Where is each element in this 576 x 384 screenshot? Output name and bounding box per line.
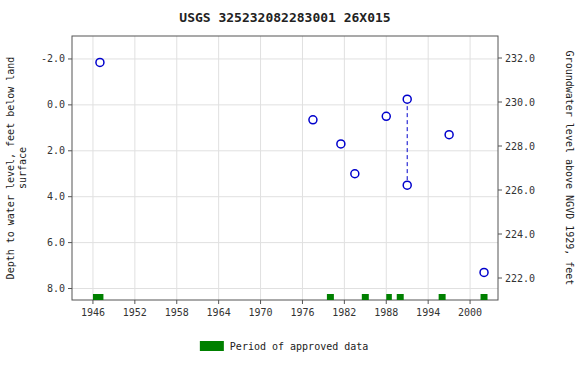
approved-period xyxy=(439,294,446,300)
grid-line xyxy=(176,36,177,300)
grid-line xyxy=(302,36,303,300)
legend: Period of approved data xyxy=(200,341,368,352)
approved-period xyxy=(481,294,488,300)
x-tick-label: 1952 xyxy=(123,307,147,318)
grid-line xyxy=(134,36,135,300)
y-axis: -2.0 0.0 2.0 4.0 6.0 8.0 xyxy=(41,53,72,294)
y-tick-label: 8.0 xyxy=(47,283,65,294)
y-tick xyxy=(68,58,72,59)
x-tick-label: 1958 xyxy=(165,307,189,318)
y2-axis: 222.0 224.0 226.0 228.0 230.0 232.0 xyxy=(498,53,535,284)
data-point xyxy=(445,131,453,139)
approved-period xyxy=(362,294,369,300)
approved-period xyxy=(386,294,392,300)
y2-tick xyxy=(498,278,502,279)
y-tick-label: 4.0 xyxy=(47,191,65,202)
grid-line xyxy=(344,36,345,300)
x-tick-label: 1994 xyxy=(416,307,440,318)
data-point xyxy=(403,95,411,103)
plot-area xyxy=(93,58,488,300)
y2-tick-label: 226.0 xyxy=(505,185,535,196)
y2-tick xyxy=(498,234,502,235)
y-tick xyxy=(68,242,72,243)
grid-line xyxy=(72,104,498,105)
plot-frame xyxy=(72,36,498,300)
y2-tick-label: 230.0 xyxy=(505,97,535,108)
data-point xyxy=(403,181,411,189)
y2-tick xyxy=(498,146,502,147)
y2-tick-label: 228.0 xyxy=(505,141,535,152)
y-tick xyxy=(68,288,72,289)
x-axis: 1946 1952 1958 1964 1970 1976 1982 1988 1994 2000 xyxy=(81,300,482,318)
grid-line xyxy=(72,242,498,243)
x-tick xyxy=(218,300,219,304)
y-axis-label: Depth to water level, feet below landsur… xyxy=(5,57,28,280)
data-point xyxy=(309,116,317,124)
y2-tick-label: 232.0 xyxy=(505,53,535,64)
grid-line xyxy=(92,36,93,300)
data-point xyxy=(96,58,104,66)
approved-period xyxy=(397,294,404,300)
x-tick-label: 2000 xyxy=(458,307,482,318)
x-tick xyxy=(428,300,429,304)
grid-line xyxy=(260,36,261,300)
y-tick xyxy=(68,150,72,151)
grid-line xyxy=(470,36,471,300)
vertical-line xyxy=(407,99,408,185)
x-tick xyxy=(176,300,177,304)
x-tick-label: 1946 xyxy=(81,307,105,318)
approved-period xyxy=(93,294,103,300)
x-tick xyxy=(470,300,471,304)
legend-label: Period of approved data xyxy=(230,341,368,352)
y2-tick-label: 224.0 xyxy=(505,229,535,240)
x-tick xyxy=(260,300,261,304)
legend-swatch xyxy=(200,341,224,351)
grid-line xyxy=(386,36,387,300)
x-tick xyxy=(386,300,387,304)
x-tick-label: 1970 xyxy=(249,307,273,318)
x-tick-label: 1976 xyxy=(290,307,314,318)
x-tick xyxy=(134,300,135,304)
chart: 1946 1952 1958 1964 1970 1976 1982 1988 1994 2000… xyxy=(0,0,576,384)
y2-axis-label: Groundwater level above NGVD 1929, feet xyxy=(564,51,575,286)
y2-tick xyxy=(498,190,502,191)
grid-line xyxy=(72,288,498,289)
grid-line xyxy=(72,150,498,151)
y2-tick-label: 222.0 xyxy=(505,273,535,284)
data-point xyxy=(382,112,390,120)
data-point xyxy=(480,268,488,276)
y-tick-label: 0.0 xyxy=(47,99,65,110)
grid-line xyxy=(218,36,219,300)
y2-tick xyxy=(498,102,502,103)
grid-line xyxy=(72,196,498,197)
approved-period xyxy=(327,294,334,300)
x-tick-label: 1982 xyxy=(332,307,356,318)
y-tick xyxy=(68,104,72,105)
y-tick-label: -2.0 xyxy=(41,53,65,64)
title: USGS 325232082283001 26X015 xyxy=(179,10,390,25)
x-tick xyxy=(302,300,303,304)
grid xyxy=(72,36,498,300)
x-tick xyxy=(92,300,93,304)
y-tick-label: 6.0 xyxy=(47,237,65,248)
grid-line xyxy=(72,58,498,59)
data-point xyxy=(337,140,345,148)
x-tick-label: 1964 xyxy=(207,307,231,318)
data-point xyxy=(351,170,359,178)
x-tick-label: 1988 xyxy=(374,307,398,318)
y-tick-label: 2.0 xyxy=(47,145,65,156)
grid-line xyxy=(428,36,429,300)
y-tick xyxy=(68,196,72,197)
x-tick xyxy=(344,300,345,304)
y2-tick xyxy=(498,58,502,59)
